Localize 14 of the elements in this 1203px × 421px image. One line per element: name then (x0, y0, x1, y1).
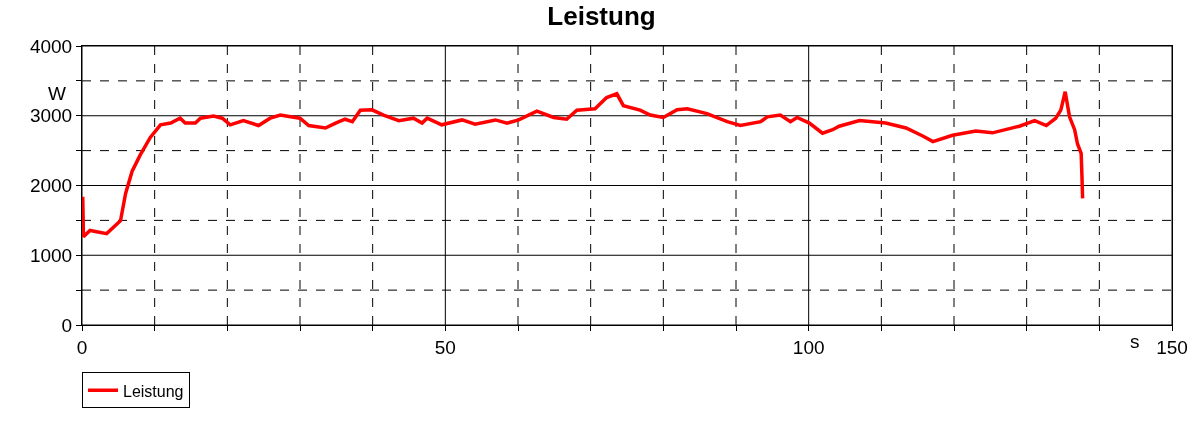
x-tick-label: 100 (792, 336, 825, 358)
x-axis-title: s (1130, 331, 1140, 352)
line-series (82, 89, 1085, 239)
x-tick-label: 0 (76, 336, 88, 358)
y-tick-label: 1000 (29, 244, 73, 266)
y-tick-label: 4000 (29, 35, 73, 57)
y-tick-label: 0 (61, 314, 73, 336)
x-tick-label: 50 (434, 336, 456, 358)
legend-label: Leistung (123, 382, 184, 400)
y-tick-label: 3000 (29, 105, 73, 127)
x-tick-label: 150 (1156, 336, 1188, 358)
chart-title: Leistung (547, 0, 656, 31)
y-tick-label: 2000 (29, 175, 73, 197)
y-axis-title: W (48, 83, 66, 104)
